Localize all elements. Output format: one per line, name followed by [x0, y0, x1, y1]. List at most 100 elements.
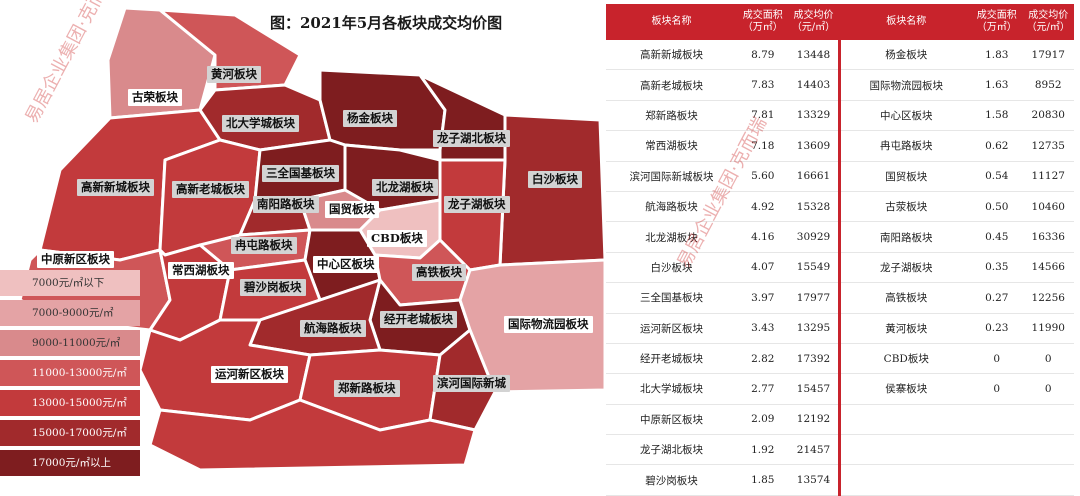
table-cell: 13574 [788, 464, 840, 496]
table-cell: 8.79 [737, 40, 789, 71]
table-cell: 2.09 [737, 404, 789, 436]
table-cell: 中心区板块 [838, 100, 972, 132]
label-gaoxinxin: 高新新城板块 [77, 179, 154, 196]
region-houzhai [148, 398, 477, 472]
table-row: 白沙板块 4.07 15549 龙子湖板块 0.35 14566 [606, 252, 1074, 284]
label-yunhe: 运河新区板块 [211, 366, 288, 383]
table-row: 滨河国际新城板块 5.60 16661 国贸板块 0.54 11127 [606, 161, 1074, 192]
table-cell: 4.16 [737, 221, 789, 253]
table-cell: 高新老城板块 [606, 69, 738, 101]
table-cell: 0.23 [971, 313, 1023, 344]
label-gaoxinlao: 高新老城板块 [172, 181, 249, 198]
header-price-1: 成交均价（元/㎡） [788, 4, 840, 40]
table-cell [971, 404, 1023, 436]
table-cell: 国贸板块 [838, 161, 972, 192]
label-zhongyuanxin: 中原新区板块 [37, 251, 114, 268]
region-baisha [498, 113, 605, 267]
label-cbd: CBD板块 [367, 230, 427, 247]
label-gaotie: 高铁板块 [412, 264, 466, 281]
label-longzihubei: 龙子湖北板块 [433, 130, 510, 147]
label-beida: 北大学城板块 [222, 115, 299, 132]
table-cell: 0.50 [971, 191, 1023, 223]
table-cell: 0 [1022, 373, 1074, 405]
data-table: 板块名称 成交面积（万㎡） 成交均价（元/㎡） 板块名称 成交面积（万㎡） 成交… [606, 4, 1074, 496]
label-beilonghu: 北龙湖板块 [372, 179, 438, 196]
table-cell: 高新新城板块 [606, 40, 738, 71]
table-row: 航海路板块 4.92 15328 古荥板块 0.50 10460 [606, 191, 1074, 223]
table-cell: 南阳路板块 [838, 221, 972, 253]
table-cell: 古荥板块 [838, 191, 972, 223]
table-cell [971, 464, 1023, 496]
table-cell: 20830 [1022, 100, 1074, 132]
header-area-1: 成交面积（万㎡） [737, 4, 789, 40]
table-row: 龙子湖北板块 1.92 21457 [606, 434, 1074, 466]
legend-item: 15000-17000元/㎡ [0, 420, 140, 446]
table-cell: 4.07 [737, 252, 789, 284]
table-cell: 0.54 [971, 161, 1023, 192]
label-bishagang: 碧沙岗板块 [240, 279, 306, 296]
table-cell: 11127 [1022, 161, 1074, 192]
header-area-2: 成交面积（万㎡） [971, 4, 1023, 40]
table-cell: 冉屯路板块 [838, 130, 972, 162]
table-cell: 17917 [1022, 40, 1074, 71]
header-name-2: 板块名称 [838, 4, 972, 40]
table-cell: 8952 [1022, 69, 1074, 101]
legend-item: 9000-11000元/㎡ [0, 330, 140, 356]
table-row: 运河新区板块 3.43 13295 黄河板块 0.23 11990 [606, 313, 1074, 344]
table-cell: 侯寨板块 [838, 373, 972, 405]
label-yangjin: 杨金板块 [343, 110, 397, 127]
label-nanyang: 南阳路板块 [253, 196, 319, 213]
table-cell: 17977 [788, 282, 840, 314]
table-cell: 国际物流园板块 [838, 69, 972, 101]
table-cell: 13448 [788, 40, 840, 71]
table-cell: 北龙湖板块 [606, 221, 738, 253]
header-price-2: 成交均价（元/㎡） [1022, 4, 1074, 40]
table-cell: 1.58 [971, 100, 1023, 132]
table-cell: 高铁板块 [838, 282, 972, 314]
table-cell: 航海路板块 [606, 191, 738, 223]
table-row: 郑新路板块 7.81 13329 中心区板块 1.58 20830 [606, 100, 1074, 132]
label-huanghe: 黄河板块 [207, 66, 261, 83]
label-changxihu: 常西湖板块 [168, 262, 234, 279]
table-cell: 0.35 [971, 252, 1023, 284]
table-row: 三全国基板块 3.97 17977 高铁板块 0.27 12256 [606, 282, 1074, 314]
table-cell [838, 404, 972, 436]
table-cell: 14566 [1022, 252, 1074, 284]
table-cell: 17392 [788, 343, 840, 375]
table-cell: 13295 [788, 313, 840, 344]
label-shuangtun: 冉屯路板块 [231, 237, 297, 254]
table-cell: 1.85 [737, 464, 789, 496]
legend-item: 11000-13000元/㎡ [0, 360, 140, 386]
table-cell: 经开老城板块 [606, 343, 738, 375]
table-cell: 7.18 [737, 130, 789, 162]
label-gurong: 古荣板块 [128, 89, 182, 106]
label-zhongxinqu: 中心区板块 [313, 256, 379, 273]
table-cell: 黄河板块 [838, 313, 972, 344]
table-cell: 7.81 [737, 100, 789, 132]
table-cell: 12192 [788, 404, 840, 436]
table-cell: 杨金板块 [838, 40, 972, 71]
table-cell: 0 [1022, 343, 1074, 375]
table-cell [1022, 434, 1074, 466]
map-title: 图：2021年5月各板块成交均价图 [270, 14, 503, 32]
table-row: 中原新区板块 2.09 12192 [606, 404, 1074, 436]
table-cell: 滨河国际新城板块 [606, 161, 738, 192]
table-cell [1022, 464, 1074, 496]
table-cell [971, 434, 1023, 466]
table-cell: 7.83 [737, 69, 789, 101]
table-cell [1022, 404, 1074, 436]
table-cell: 常西湖板块 [606, 130, 738, 162]
table-row: 高新新城板块 8.79 13448 杨金板块 1.83 17917 [606, 40, 1074, 71]
table-cell: 碧沙岗板块 [606, 464, 738, 496]
table-cell: 1.63 [971, 69, 1023, 101]
legend-item: 7000元/㎡以下 [0, 270, 140, 296]
legend-item: 17000元/㎡以上 [0, 450, 140, 476]
table-row: 经开老城板块 2.82 17392 CBD板块 0 0 [606, 343, 1074, 375]
label-jingkailao: 经开老城板块 [380, 311, 457, 328]
label-sanquan: 三全国基板块 [262, 165, 339, 182]
table-cell: 13329 [788, 100, 840, 132]
table-cell: 白沙板块 [606, 252, 738, 284]
table-cell: 1.92 [737, 434, 789, 466]
map-panel: 图：2021年5月各板块成交均价图 黄河板块 古荣板块 杨金板块 北大学城板块 … [0, 0, 605, 476]
table-cell: 13609 [788, 130, 840, 162]
